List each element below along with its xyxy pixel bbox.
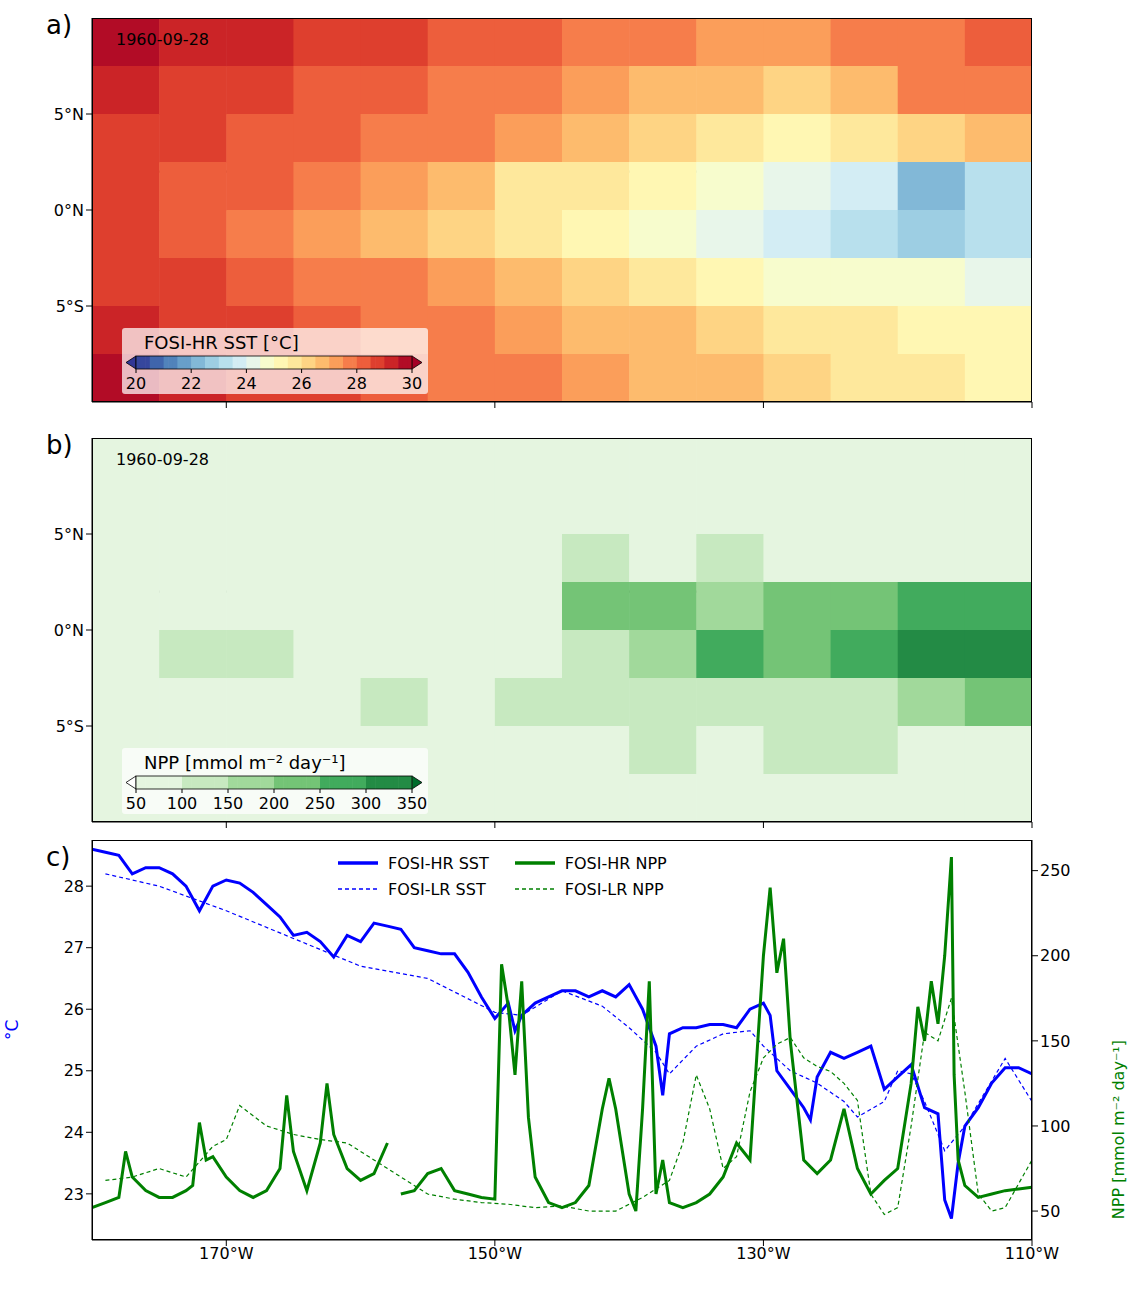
svg-text:250: 250 <box>1040 861 1071 880</box>
html-text:c): c) <box>46 842 71 872</box>
svg-text:130°W: 130°W <box>736 1244 791 1263</box>
svg-text:27: 27 <box>64 938 84 957</box>
svg-text:200: 200 <box>259 794 290 813</box>
html-text:FOSI-HR SST: FOSI-HR SST <box>388 853 489 873</box>
svg-text:NPP [mmol m⁻² day⁻¹]: NPP [mmol m⁻² day⁻¹] <box>1109 1040 1128 1219</box>
html-text:a): a) <box>46 10 73 40</box>
svg-text:0°N: 0°N <box>54 621 84 640</box>
svg-text:26: 26 <box>291 374 311 393</box>
svg-text:50: 50 <box>1040 1202 1060 1221</box>
svg-text:22: 22 <box>181 374 201 393</box>
svg-text:30: 30 <box>402 374 422 393</box>
svg-text:28: 28 <box>64 877 84 896</box>
svg-text:24: 24 <box>64 1123 84 1142</box>
svg-text:23: 23 <box>64 1185 84 1204</box>
svg-text:26: 26 <box>64 1000 84 1019</box>
svg-text:°C: °C <box>2 1020 22 1040</box>
svg-text:NPP [mmol m⁻² day⁻¹]: NPP [mmol m⁻² day⁻¹] <box>144 752 346 773</box>
svg-text:FOSI-HR SST [°C]: FOSI-HR SST [°C] <box>144 332 299 353</box>
svg-text:5°S: 5°S <box>56 717 84 736</box>
html-text:FOSI-HR NPP: FOSI-HR NPP <box>564 853 667 873</box>
html-text:1960-09-28: 1960-09-28 <box>116 450 209 469</box>
svg-text:150: 150 <box>1040 1032 1071 1051</box>
svg-text:200: 200 <box>1040 946 1071 965</box>
svg-text:20: 20 <box>126 374 146 393</box>
svg-text:28: 28 <box>347 374 367 393</box>
svg-text:150°W: 150°W <box>468 1244 523 1263</box>
svg-text:5°N: 5°N <box>54 525 84 544</box>
svg-text:5°S: 5°S <box>56 297 84 316</box>
svg-text:100: 100 <box>167 794 198 813</box>
svg-text:25: 25 <box>64 1061 84 1080</box>
svg-text:100: 100 <box>1040 1117 1071 1136</box>
html-text:1960-09-28: 1960-09-28 <box>116 30 209 49</box>
html-text:FOSI-LR NPP: FOSI-LR NPP <box>564 879 664 899</box>
html-text:b): b) <box>46 430 73 460</box>
html-text:FOSI-LR SST: FOSI-LR SST <box>388 879 486 899</box>
svg-text:350: 350 <box>397 794 428 813</box>
svg-text:250: 250 <box>305 794 336 813</box>
svg-text:170°W: 170°W <box>199 1244 254 1263</box>
svg-text:300: 300 <box>351 794 382 813</box>
svg-text:24: 24 <box>236 374 256 393</box>
svg-text:0°N: 0°N <box>54 201 84 220</box>
svg-text:110°W: 110°W <box>1005 1244 1060 1263</box>
svg-text:150: 150 <box>213 794 244 813</box>
svg-text:50: 50 <box>126 794 146 813</box>
svg-text:5°N: 5°N <box>54 105 84 124</box>
